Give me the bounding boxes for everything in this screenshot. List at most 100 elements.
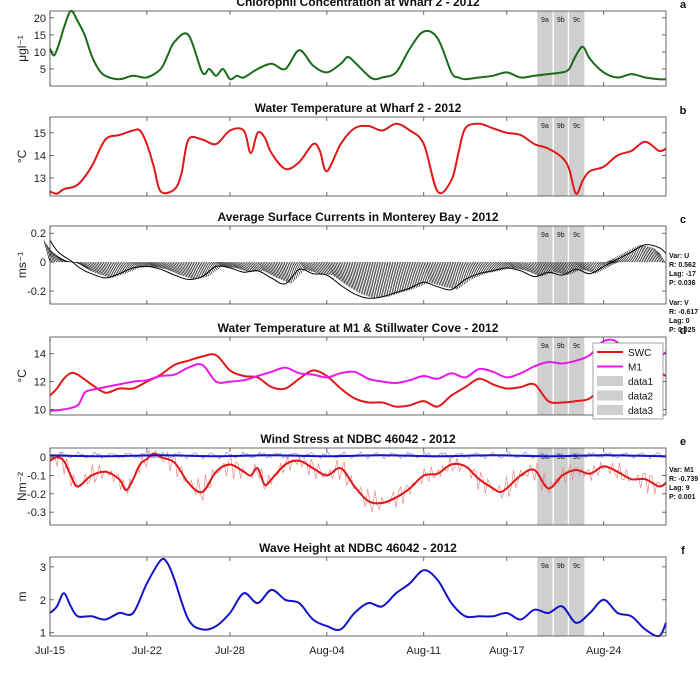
quiver-stick (151, 261, 158, 268)
legend: SWC M1 data1 data2 data3 (592, 342, 664, 420)
stat-p: P: 0.025 (669, 327, 696, 334)
quiver-stick (327, 261, 334, 276)
quiver-stick (82, 261, 90, 271)
quiver-stick (425, 262, 432, 283)
quiver-stick (378, 262, 386, 298)
quiver-stick (568, 261, 575, 273)
quiver-stick (406, 262, 414, 290)
panel-title: Chlorophll Concentration at Wharf 2 - 20… (236, 0, 480, 9)
quiver-stick (587, 261, 595, 274)
quiver-stick (621, 253, 629, 263)
panel-letter: e (680, 436, 686, 448)
quiver-stick (390, 262, 397, 295)
quiver-stick (641, 245, 649, 263)
quiver-stick (220, 261, 228, 268)
y-tick-label: 15 (34, 30, 46, 42)
axes-box (49, 116, 667, 197)
quiver-stick (287, 262, 294, 282)
x-tick-label: Jul-15 (35, 645, 65, 657)
band-label-9c: 9c (573, 343, 581, 350)
y-tick-label: 1 (40, 628, 46, 640)
quiver-stick (195, 262, 203, 278)
legend-swatch-rect (597, 405, 623, 415)
band-label-9b: 9b (557, 563, 565, 570)
quiver-stick (170, 261, 178, 274)
quiver-stick (453, 262, 460, 289)
quiver-stick (577, 261, 585, 271)
quiver-stick (147, 261, 155, 267)
quiver-stick (438, 262, 445, 287)
quiver-stick (192, 262, 200, 279)
quiver-stick (391, 262, 399, 294)
quiver-stick (96, 261, 103, 276)
quiver-stick (167, 261, 175, 273)
quiver-stick (375, 262, 382, 298)
panel-letter: b (680, 105, 687, 117)
quiver-stick (265, 261, 273, 276)
panel-b: 9a 9b 9c 13 14 15 Water Temperature at Wharf 2… (15, 101, 687, 197)
series-line-b-0 (49, 122, 667, 195)
quiver-stick (415, 262, 422, 286)
quiver-stick (368, 262, 376, 299)
quiver-stick (411, 262, 419, 288)
quiver-stick (534, 261, 542, 277)
quiver-stick (237, 261, 244, 271)
quiver-stick (446, 262, 454, 289)
highlight-band-9c (569, 337, 585, 415)
quiver-stick (50, 250, 57, 263)
quiver-stick (247, 261, 254, 272)
quiver-stick (357, 262, 364, 295)
stat-lag: Lag: 9 (669, 485, 690, 492)
quiver-stick (518, 261, 525, 271)
quiver-stick (302, 261, 309, 271)
highlight-band-9a (537, 11, 553, 86)
quiver-stick (92, 261, 100, 275)
y-tick-label: 13 (34, 173, 46, 185)
quiver-stick (333, 262, 341, 281)
quiver-stick (594, 261, 602, 272)
highlight-band-9a (537, 337, 553, 415)
quiver-stick (162, 261, 170, 271)
quiver-stick (58, 256, 66, 263)
quiver-stick (270, 262, 278, 278)
series-line-d-M1 (49, 338, 667, 412)
quiver-stick (325, 261, 333, 276)
axes-box (49, 225, 667, 305)
quiver-stick (602, 261, 610, 267)
quiver-stick (548, 261, 555, 273)
quiver-stick (262, 261, 269, 274)
quiver-stick (536, 261, 543, 276)
panel-title: Wind Stress at NDBC 46042 - 2012 (260, 432, 456, 446)
highlight-band-9c (569, 117, 585, 196)
quiver-stick (511, 261, 519, 270)
quiver-stick (345, 262, 352, 289)
quiver-stick (601, 261, 608, 268)
quiver-stick (282, 262, 289, 283)
band-label-9c: 9c (573, 563, 581, 570)
quiver-stick (519, 261, 527, 271)
quiver-stick (169, 261, 176, 274)
panel-letter: d (680, 325, 687, 337)
quiver-stick (182, 262, 190, 278)
quiver-stick (152, 261, 160, 268)
quiver-stick (52, 251, 59, 263)
quiver-stick (385, 262, 392, 296)
quiver-stick (421, 262, 429, 284)
quiver-stick (353, 262, 361, 294)
quiver-stick (544, 261, 552, 274)
quiver-stick (448, 262, 455, 290)
quiver-stick (307, 261, 314, 273)
quiver-stick (340, 262, 347, 286)
highlight-band-9a (537, 117, 553, 196)
quiver-stick (620, 254, 627, 263)
quiver-stick (337, 262, 344, 283)
y-tick-label: 15 (34, 128, 46, 140)
quiver-stick (107, 261, 115, 278)
quiver-stick (219, 261, 226, 268)
legend-swatch-rect (597, 376, 623, 386)
quiver-stick (174, 261, 181, 276)
quiver-stick (272, 262, 279, 279)
quiver-stick (89, 261, 97, 274)
axes-box (49, 556, 667, 637)
quiver-stick (254, 261, 261, 272)
